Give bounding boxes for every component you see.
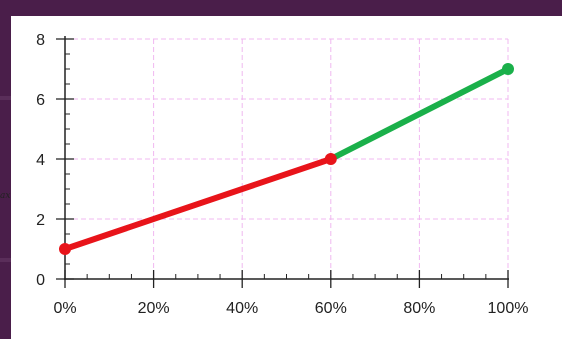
chart-panel: [11, 16, 562, 339]
y-tick-label: 2: [36, 212, 45, 229]
y-tick-label: 6: [36, 92, 45, 109]
data-points: [59, 63, 514, 255]
x-tick-label: 40%: [226, 300, 258, 317]
data-point-start: [59, 243, 71, 255]
tick-marks: [56, 38, 509, 288]
grid-lines: [65, 38, 509, 279]
y-tick-label: 4: [36, 152, 45, 169]
series-lines: [62, 66, 511, 252]
x-tick-label: 20%: [138, 300, 170, 317]
frame-marker-upper: [0, 96, 11, 100]
y-tick-label: 0: [36, 272, 45, 289]
y-tick-label: 8: [36, 32, 45, 49]
x-tick-label: 0%: [53, 300, 76, 317]
x-tick-label: 60%: [315, 300, 347, 317]
window-frame-top: [0, 0, 562, 16]
x-tick-label: 100%: [488, 300, 529, 317]
frame-marker-lower: [0, 258, 11, 262]
series-line-2: [327, 66, 511, 162]
window-frame-left: [0, 0, 11, 339]
axes: [64, 36, 509, 280]
cut-off-axis-label: ax: [0, 191, 11, 201]
tick-labels: 0% 20% 40% 60% 80% 100% 0 2 4 6 8: [36, 32, 528, 317]
data-point-end: [502, 63, 514, 75]
series-line-1: [62, 156, 334, 252]
x-tick-label: 80%: [403, 300, 435, 317]
data-point-junction: [324, 153, 337, 165]
